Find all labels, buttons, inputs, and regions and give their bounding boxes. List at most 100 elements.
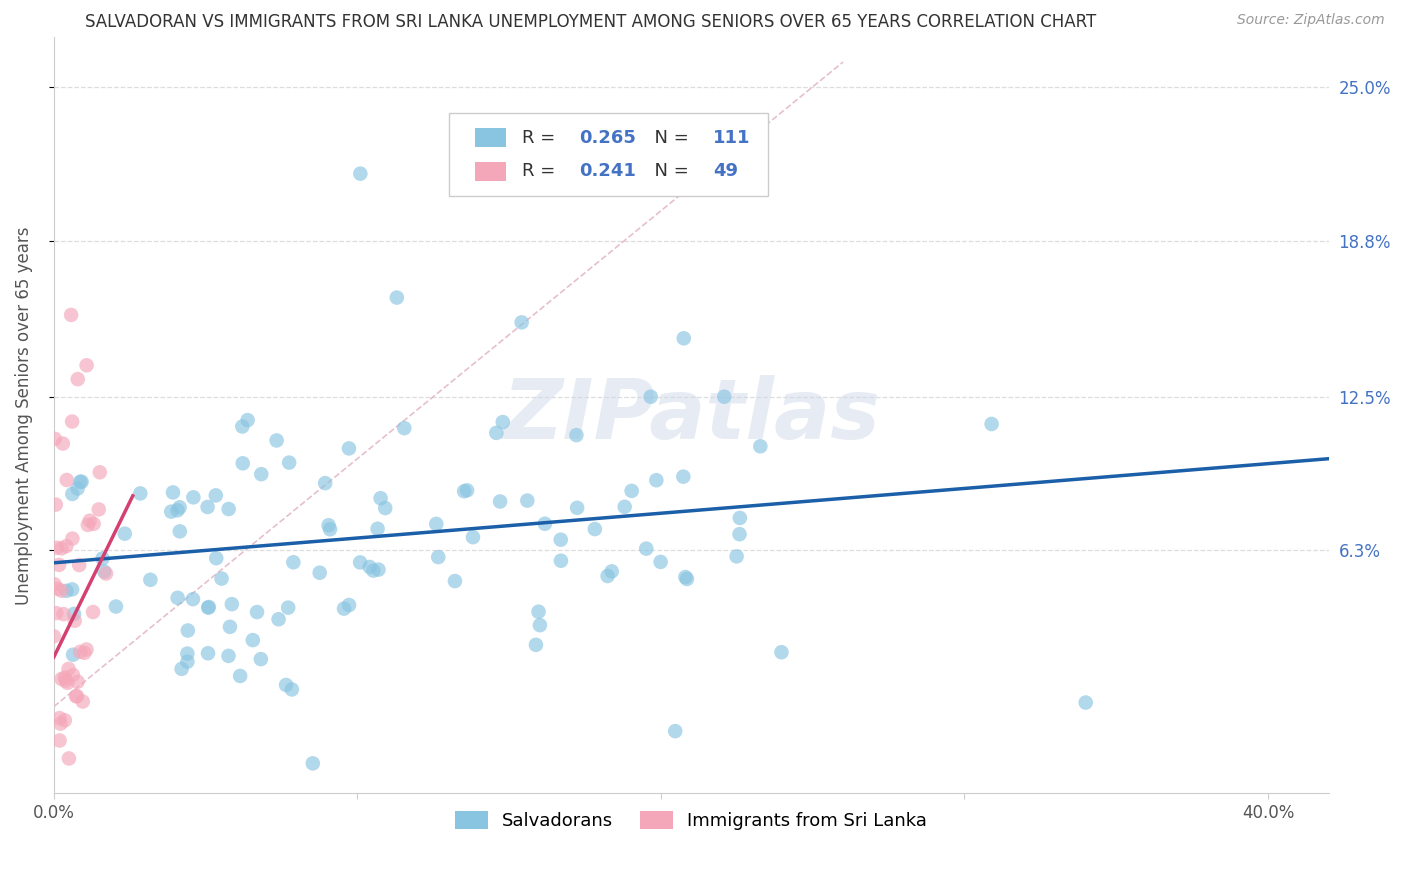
Point (169, 524, 191, 539)
Point (63, 614, 86, 628)
Point (349, 167, 371, 181)
Point (55, 583, 77, 598)
Point (48, 853, 70, 867)
Text: 111: 111 (713, 128, 751, 147)
Point (198, 600, 221, 615)
Point (600, 565, 623, 579)
Point (672, 469, 695, 483)
Point (60, 487, 83, 501)
Point (349, 556, 371, 570)
Point (274, 678, 297, 692)
Point (51, 583, 73, 598)
Point (129, 486, 152, 500)
Point (72, 694, 94, 708)
Point (66, 689, 89, 703)
Point (94, 566, 117, 581)
Point (277, 600, 299, 615)
Point (318, 518, 340, 533)
Point (510, 315, 533, 329)
Point (48, 733, 70, 747)
Text: 0.241: 0.241 (579, 162, 636, 180)
Point (713, 390, 735, 404)
Point (596, 569, 619, 583)
Point (337, 598, 360, 612)
Point (664, 724, 686, 739)
Point (231, 419, 253, 434)
Point (456, 483, 478, 498)
Point (250, 467, 273, 482)
Point (65, 689, 87, 703)
Point (114, 526, 136, 541)
Point (73, 646, 96, 660)
Point (645, 473, 668, 487)
Point (242, 633, 264, 648)
Point (162, 485, 184, 500)
Point (76, 517, 98, 532)
Point (676, 572, 699, 586)
Point (79, 819, 101, 833)
Point (453, 484, 475, 499)
Point (197, 646, 219, 660)
Point (583, 522, 606, 536)
Point (67, 558, 90, 572)
Point (62, 648, 84, 662)
Text: N =: N = (643, 162, 695, 180)
Point (218, 502, 240, 516)
Point (76, 642, 98, 657)
Point (69, 475, 91, 489)
Point (636, 541, 658, 556)
Point (45, 541, 67, 555)
Point (516, 493, 538, 508)
Point (51, 541, 73, 556)
Point (62, 668, 84, 682)
Point (55, 473, 77, 487)
Point (620, 483, 643, 498)
Point (427, 550, 450, 565)
Point (370, 491, 392, 506)
Point (52, 436, 75, 450)
Point (367, 563, 389, 577)
Point (69, 645, 91, 659)
Point (45, 498, 67, 512)
Point (267, 612, 290, 626)
Point (169, 500, 191, 515)
Point (52, 607, 75, 621)
Point (46, 582, 69, 596)
Point (197, 500, 219, 514)
Point (44, 432, 66, 446)
Point (218, 648, 240, 663)
Point (613, 500, 636, 514)
Point (221, 597, 243, 611)
Point (160, 505, 183, 519)
Text: ZIPatlas: ZIPatlas (502, 375, 880, 456)
FancyBboxPatch shape (474, 128, 506, 147)
Text: 49: 49 (713, 162, 738, 180)
Y-axis label: Unemployment Among Seniors over 65 years: Unemployment Among Seniors over 65 years (15, 226, 32, 605)
Point (308, 566, 330, 580)
Point (83, 516, 105, 531)
Point (301, 756, 323, 771)
Point (51, 672, 73, 686)
Text: SALVADORAN VS IMMIGRANTS FROM SRI LANKA UNEMPLOYMENT AMONG SENIORS OVER 65 YEARS: SALVADORAN VS IMMIGRANTS FROM SRI LANKA … (84, 13, 1097, 31)
Point (359, 560, 381, 574)
Point (524, 638, 547, 652)
Point (281, 682, 304, 697)
Point (565, 500, 588, 515)
Point (66, 674, 89, 689)
Point (58, 751, 80, 765)
Text: N =: N = (643, 128, 695, 147)
Point (337, 442, 360, 456)
Legend: Salvadorans, Immigrants from Sri Lanka: Salvadorans, Immigrants from Sri Lanka (449, 804, 935, 838)
Point (66, 482, 89, 496)
Point (139, 573, 162, 587)
Point (58, 662, 80, 676)
Point (232, 456, 254, 470)
Point (66, 372, 89, 386)
Point (60, 582, 83, 597)
Point (76, 359, 98, 373)
Point (45, 606, 67, 620)
Point (93, 565, 115, 579)
Point (53, 713, 76, 727)
Point (980, 417, 1002, 431)
Point (166, 591, 188, 605)
